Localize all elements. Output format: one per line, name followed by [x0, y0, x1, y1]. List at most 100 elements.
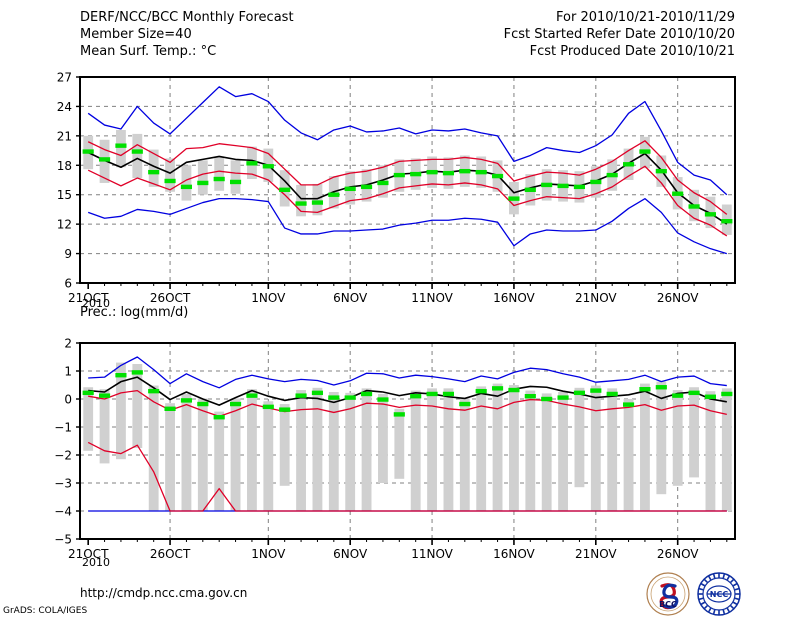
observed-marker [279, 407, 291, 412]
spread-bar [312, 387, 323, 511]
spread-bar [312, 183, 323, 216]
agency-logos: BCC NCC [646, 572, 741, 616]
spread-bar [181, 393, 192, 511]
spread-bar [640, 383, 650, 511]
precip-panel-label: Prec.: log(mm/d) [80, 305, 189, 320]
x-tick-label: 16NOV [493, 291, 535, 305]
spread-bar [279, 404, 290, 486]
series-line-q75 [87, 140, 728, 215]
observed-marker [688, 390, 700, 396]
observed-marker [82, 390, 94, 396]
observed-marker [721, 391, 733, 397]
observed-marker [442, 391, 455, 397]
spread-bar [230, 398, 241, 511]
y-tick-label: 6 [64, 277, 72, 291]
ncc-logo-wreath-tick [708, 575, 712, 581]
spread-bar [197, 398, 208, 511]
spread-bar [296, 184, 306, 217]
spread-bar [165, 403, 175, 511]
observed-marker [508, 387, 520, 393]
spread-bar [689, 387, 699, 478]
x-tick-label: 21OCT [68, 291, 109, 305]
bcc-logo-text: BCC [659, 600, 677, 609]
year-label-precip: 2010 [82, 556, 110, 569]
spread-bar [492, 383, 503, 511]
observed-marker [180, 398, 193, 403]
plot-frame [79, 342, 736, 540]
x-tick-label: 26OCT [150, 291, 191, 305]
y-tick-label: 2 [64, 337, 72, 351]
observed-marker [148, 388, 160, 394]
observed-marker [229, 401, 242, 407]
observed-marker [672, 393, 684, 398]
cmdp-url[interactable]: http://cmdp.ncc.cma.gov.cn [80, 586, 248, 600]
observed-marker [655, 168, 667, 174]
observed-marker [442, 170, 455, 176]
ncc-logo-wreath-tick [708, 607, 712, 613]
observed-marker [557, 395, 569, 400]
spread-bar [721, 388, 732, 511]
grads-credit: GrADS: COLA/IGES [3, 606, 88, 616]
observed-marker [131, 370, 143, 375]
observed-marker [524, 394, 536, 399]
ncc-logo-wreath-tick [730, 578, 735, 583]
started-refer-date: Fcst Started Refer Date 2010/10/20 [503, 27, 735, 42]
observed-marker [426, 391, 438, 397]
observed-marker [393, 412, 405, 417]
observed-marker [377, 397, 389, 402]
observed-marker [393, 172, 405, 178]
observed-marker [622, 162, 635, 167]
spread-bar [410, 390, 421, 511]
series-line-min_red [87, 441, 727, 512]
spread-bar [99, 389, 110, 464]
ncc-logo-wreath-tick [734, 587, 740, 591]
observed-marker [508, 196, 520, 201]
observed-marker [639, 149, 651, 154]
spread-bar [607, 388, 618, 511]
spread-bar [214, 157, 225, 191]
spread-bar [116, 129, 126, 168]
y-tick-label: 12 [57, 218, 72, 232]
x-tick-label: 11NOV [411, 547, 453, 561]
y-tick-label: 0 [64, 393, 72, 407]
observed-marker [360, 391, 373, 397]
observed-marker [262, 404, 274, 410]
y-tick-label: −5 [54, 533, 72, 547]
observed-marker [115, 373, 127, 378]
observed-marker [229, 179, 242, 185]
spread-bar [623, 399, 634, 511]
observed-marker [426, 169, 438, 175]
ncc-logo-wreath-tick [732, 583, 738, 587]
spread-bar [181, 165, 192, 201]
x-tick-label: 11NOV [411, 291, 453, 305]
bcc-logo-swirl-blue [662, 583, 679, 609]
y-tick-label: 21 [57, 129, 72, 143]
observed-marker [328, 395, 340, 400]
spread-bar [443, 388, 454, 511]
observed-marker [164, 406, 176, 411]
spread-bar [361, 388, 372, 511]
spread-bar [116, 362, 126, 460]
spread-bar [165, 158, 175, 192]
ncc-logo-wreath-tick [712, 573, 716, 579]
spread-bar [132, 364, 143, 448]
observed-marker [98, 157, 111, 162]
y-tick-label: −1 [54, 421, 72, 435]
y-tick-label: 1 [64, 365, 72, 379]
spread-bar [541, 393, 552, 511]
x-tick-label: 1NOV [251, 547, 286, 561]
observed-marker [295, 393, 307, 398]
series-line-max [88, 356, 727, 389]
x-tick-label: 26OCT [150, 547, 191, 561]
ncc-logo-wreath-tick [726, 607, 730, 613]
y-tick-label: 9 [64, 247, 72, 261]
observed-marker [213, 176, 225, 182]
observed-marker [262, 164, 274, 169]
observed-marker [344, 395, 356, 400]
series-line-q25 [88, 389, 727, 418]
ncc-logo-wreath-tick [732, 601, 738, 605]
observed-marker [721, 219, 733, 224]
ncc-logo-wreath-tick [722, 609, 726, 615]
series-line-q75 [88, 376, 727, 406]
y-tick-label: 27 [57, 71, 72, 85]
